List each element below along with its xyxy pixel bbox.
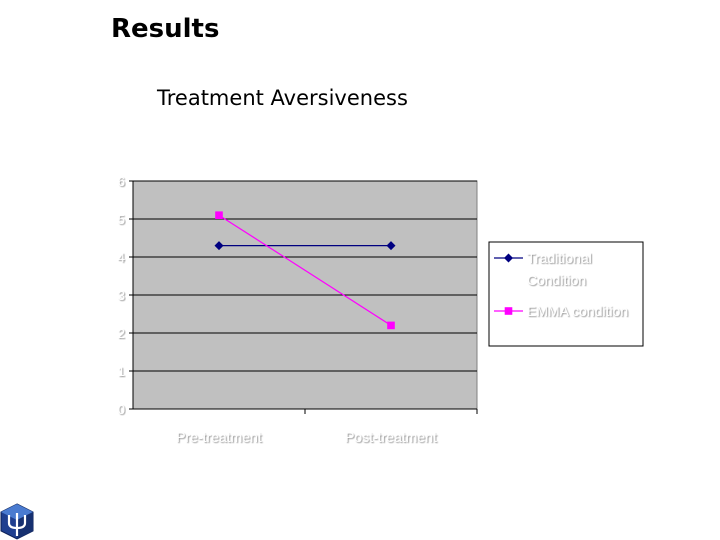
slide-title: Results [111, 14, 220, 44]
data-point [386, 241, 396, 251]
x-tick-label: Pre-treatment [176, 429, 262, 445]
x-tick-label: Post-treatment [345, 429, 437, 445]
y-tick-label: 2 [118, 326, 125, 341]
legend-box [488, 241, 644, 347]
y-tick-label: 4 [118, 250, 125, 265]
legend-label: EMMA condition [527, 303, 628, 319]
data-point [214, 241, 224, 251]
y-tick-label: 0 [118, 402, 125, 417]
psi-cube-logo-icon [0, 503, 34, 540]
legend-marker [504, 307, 513, 315]
y-tick-label: 1 [118, 364, 125, 379]
slide-subtitle: Treatment Aversiveness [157, 86, 408, 110]
chart-legend: Traditional Condition EMMA condition [488, 241, 644, 347]
series-line [218, 214, 392, 326]
y-tick-labels: 0 1 2 3 4 5 6 [118, 174, 133, 417]
y-tick-label: 3 [118, 288, 125, 303]
series-markers [214, 211, 396, 330]
gridlines [133, 180, 477, 372]
data-point [387, 321, 395, 330]
y-tick-label: 5 [118, 212, 125, 227]
legend-label: Traditional Condition [527, 250, 592, 288]
series-lines [218, 214, 392, 326]
x-tick-labels: Pre-treatment Post-treatment [176, 409, 478, 445]
data-point [215, 211, 223, 219]
legend-marker [504, 253, 513, 263]
y-tick-label: 6 [118, 174, 125, 189]
